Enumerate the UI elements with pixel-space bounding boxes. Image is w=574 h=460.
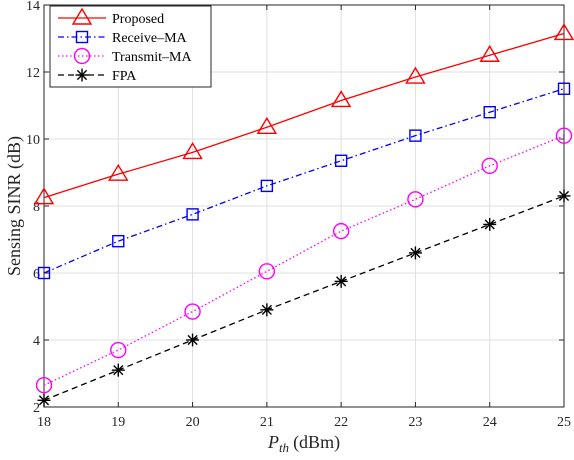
x-tick-label: 18 bbox=[37, 415, 51, 430]
legend-box bbox=[49, 5, 212, 88]
data-point-triangle bbox=[71, 7, 93, 25]
series-line bbox=[43, 32, 565, 199]
data-point-triangle bbox=[405, 66, 426, 84]
series-line bbox=[43, 135, 565, 386]
data-point-asterisk bbox=[334, 274, 348, 288]
data-point-square bbox=[483, 105, 496, 119]
series-layer bbox=[33, 23, 574, 407]
y-tick-label: 10 bbox=[26, 133, 40, 148]
x-tick-label: 20 bbox=[186, 415, 200, 430]
legend-label: Transmit–MA bbox=[112, 50, 193, 65]
legend-item: Transmit–MA bbox=[58, 47, 193, 65]
x-tick-label: 22 bbox=[334, 415, 348, 430]
series-fpa bbox=[37, 189, 571, 407]
data-point-circle bbox=[73, 47, 91, 65]
x-axis-subscript: th bbox=[279, 440, 289, 455]
data-point-square bbox=[112, 234, 125, 248]
x-tick-label: 25 bbox=[557, 415, 571, 430]
data-point-triangle bbox=[33, 187, 55, 205]
legend-item: FPA bbox=[58, 68, 137, 84]
legend-label: Proposed bbox=[112, 12, 164, 27]
data-point-circle bbox=[481, 157, 498, 175]
x-tick-label: 23 bbox=[408, 415, 422, 430]
data-point-triangle bbox=[479, 44, 500, 62]
data-point-square bbox=[186, 208, 199, 221]
data-point-square bbox=[37, 266, 51, 280]
legend: Proposed Receive–MA Transmit–MA FPA bbox=[49, 5, 212, 88]
data-point-triangle bbox=[256, 116, 278, 134]
legend-label: FPA bbox=[112, 69, 137, 84]
y-tick-label: 12 bbox=[26, 66, 40, 81]
data-point-square bbox=[334, 154, 348, 167]
data-point-asterisk bbox=[186, 333, 200, 347]
data-point-square bbox=[409, 129, 422, 142]
x-axis-unit: (dBm) bbox=[293, 432, 340, 453]
x-axis-title: Pth (dBm) bbox=[267, 432, 340, 455]
x-tick-label: 19 bbox=[111, 415, 125, 430]
data-point-asterisk bbox=[408, 246, 422, 260]
y-tick-label: 8 bbox=[33, 200, 40, 215]
y-tick-label: 14 bbox=[26, 0, 40, 14]
y-tick-label: 6 bbox=[33, 267, 40, 282]
series-line bbox=[43, 195, 565, 401]
data-point-circle bbox=[332, 222, 350, 240]
legend-item: Receive–MA bbox=[58, 30, 188, 46]
data-point-asterisk bbox=[483, 217, 497, 231]
data-point-asterisk bbox=[37, 393, 51, 407]
x-tick-label: 21 bbox=[260, 415, 274, 430]
series-receive-ma bbox=[37, 82, 571, 280]
data-point-square bbox=[260, 179, 274, 193]
series-proposed bbox=[33, 23, 574, 205]
data-point-triangle bbox=[182, 142, 203, 160]
y-tick-label: 2 bbox=[33, 401, 40, 416]
series-line bbox=[43, 88, 565, 274]
data-point-square bbox=[557, 82, 571, 95]
data-point-asterisk bbox=[111, 363, 125, 377]
data-point-triangle bbox=[108, 163, 129, 181]
data-point-circle bbox=[110, 341, 127, 359]
legend-item: Proposed bbox=[58, 7, 164, 27]
data-point-circle bbox=[258, 263, 276, 280]
data-point-triangle bbox=[553, 23, 574, 41]
data-point-circle bbox=[35, 377, 53, 394]
data-point-circle bbox=[184, 303, 201, 320]
data-point-circle bbox=[407, 191, 424, 208]
data-point-square bbox=[75, 30, 89, 44]
data-point-asterisk bbox=[75, 68, 89, 82]
legend-label: Receive–MA bbox=[112, 31, 188, 46]
data-point-circle bbox=[555, 127, 573, 144]
series-transmit-ma bbox=[35, 127, 573, 394]
data-point-asterisk bbox=[260, 303, 274, 317]
y-tick-label: 4 bbox=[33, 334, 40, 349]
data-point-triangle bbox=[330, 90, 352, 108]
y-axis-title: Sensing SINR (dB) bbox=[4, 136, 25, 276]
x-axis-symbol: P bbox=[267, 432, 279, 452]
data-point-asterisk bbox=[557, 189, 571, 203]
x-tick-label: 24 bbox=[483, 415, 497, 430]
